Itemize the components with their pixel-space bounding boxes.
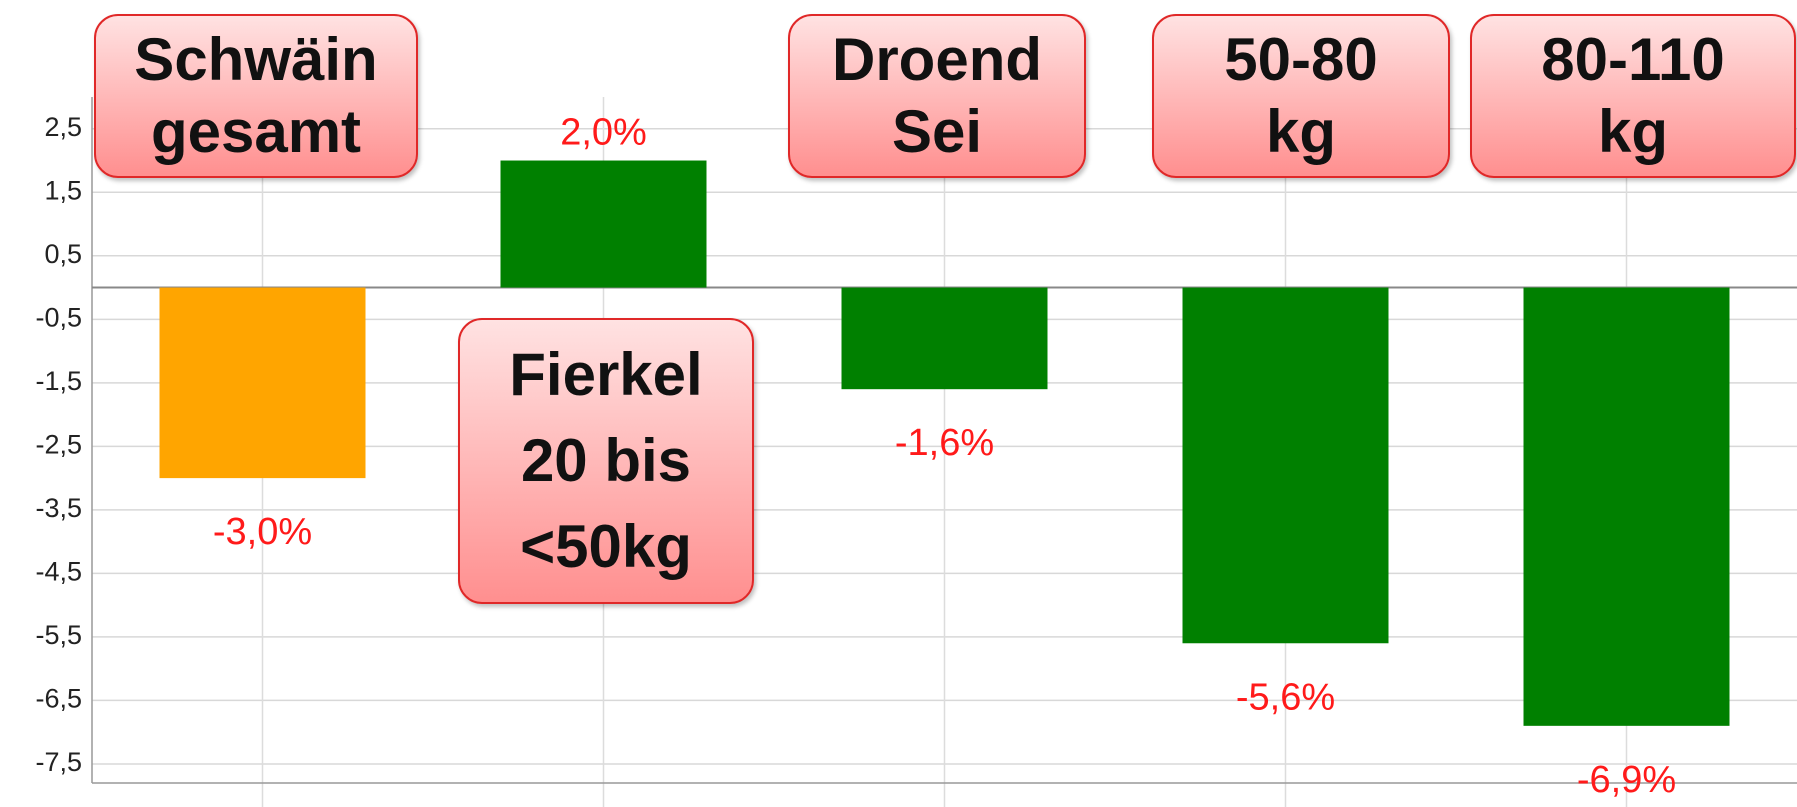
y-tick-label: 1,5 xyxy=(44,175,82,205)
bar xyxy=(159,287,366,479)
y-tick-label: 0,5 xyxy=(44,239,82,269)
y-tick-label: -0,5 xyxy=(35,302,82,332)
y-tick-label: 2,5 xyxy=(44,112,82,142)
bar xyxy=(500,160,707,288)
bar xyxy=(1182,287,1389,644)
value-label: -6,9% xyxy=(1577,759,1676,801)
bar xyxy=(841,287,1048,390)
value-label: -5,6% xyxy=(1236,676,1335,718)
value-label: 2,0% xyxy=(560,112,647,154)
y-tick-label: -2,5 xyxy=(35,429,82,459)
category-label: Fierkel 20 bis <50kg xyxy=(458,318,754,604)
value-label: -1,6% xyxy=(895,422,994,464)
bar xyxy=(1523,287,1730,726)
y-tick-label: -7,5 xyxy=(35,747,82,777)
category-label: Schwäin gesamt xyxy=(94,14,418,178)
y-tick-label: -1,5 xyxy=(35,366,82,396)
category-label: 80-110 kg xyxy=(1470,14,1796,178)
y-tick-label: -3,5 xyxy=(35,493,82,523)
y-tick-label: -6,5 xyxy=(35,684,82,714)
value-label: -3,0% xyxy=(213,511,312,553)
category-label: 50-80 kg xyxy=(1152,14,1450,178)
y-tick-label: -4,5 xyxy=(35,557,82,587)
category-label: Droend Sei xyxy=(788,14,1086,178)
y-tick-label: -5,5 xyxy=(35,620,82,650)
